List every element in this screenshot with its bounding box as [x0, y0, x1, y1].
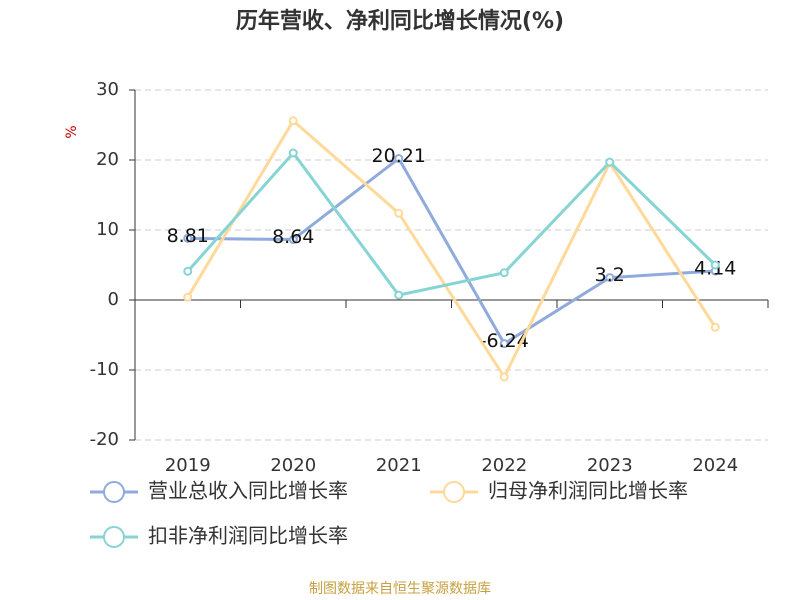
point [394, 208, 404, 218]
data-label: 8.81 [167, 225, 209, 247]
source-note: 制图数据来自恒生聚源数据库 [309, 581, 491, 597]
point [499, 339, 509, 349]
legend-marker [103, 526, 125, 548]
series-line [186, 118, 717, 381]
point [605, 273, 615, 283]
x-tick-label: 2019 [165, 455, 211, 476]
point [499, 268, 509, 278]
x-tick-label: 2022 [481, 455, 527, 476]
y-tick-label: -10 [90, 359, 119, 380]
point [288, 235, 298, 245]
series-line [187, 156, 716, 346]
y-axis-label: % [64, 125, 80, 138]
point [183, 233, 193, 243]
y-tick-label: 10 [96, 219, 119, 240]
y-tick-label: 30 [96, 79, 119, 100]
legend-label: 营业总收入同比增长率 [148, 479, 348, 503]
point [710, 322, 720, 332]
legend-label: 归母净利润同比增长率 [488, 479, 688, 503]
point [605, 157, 615, 167]
y-tick-label: 20 [96, 149, 119, 170]
series-line [186, 150, 717, 297]
x-tick-label: 2020 [270, 455, 316, 476]
point [288, 148, 298, 158]
data-label: -6.24 [480, 330, 529, 352]
y-tick-label: -20 [90, 429, 119, 450]
data-label: 3.2 [595, 264, 625, 286]
point [394, 154, 404, 164]
x-tick-label: 2021 [376, 455, 422, 476]
data-label: 20.21 [372, 145, 426, 167]
point [183, 292, 193, 302]
legend-marker [443, 481, 465, 503]
chart-title: 历年营收、净利同比增长情况(%) [236, 8, 564, 34]
point [499, 372, 509, 382]
point [288, 116, 298, 126]
point [710, 260, 720, 270]
point [183, 266, 193, 276]
x-tick-label: 2023 [587, 455, 633, 476]
x-tick-label: 2024 [692, 455, 738, 476]
data-label: 8.64 [272, 226, 314, 248]
legend-marker [103, 481, 125, 503]
point [394, 290, 404, 300]
legend-label: 扣非净利润同比增长率 [148, 524, 348, 548]
y-tick-label: 0 [108, 289, 119, 310]
